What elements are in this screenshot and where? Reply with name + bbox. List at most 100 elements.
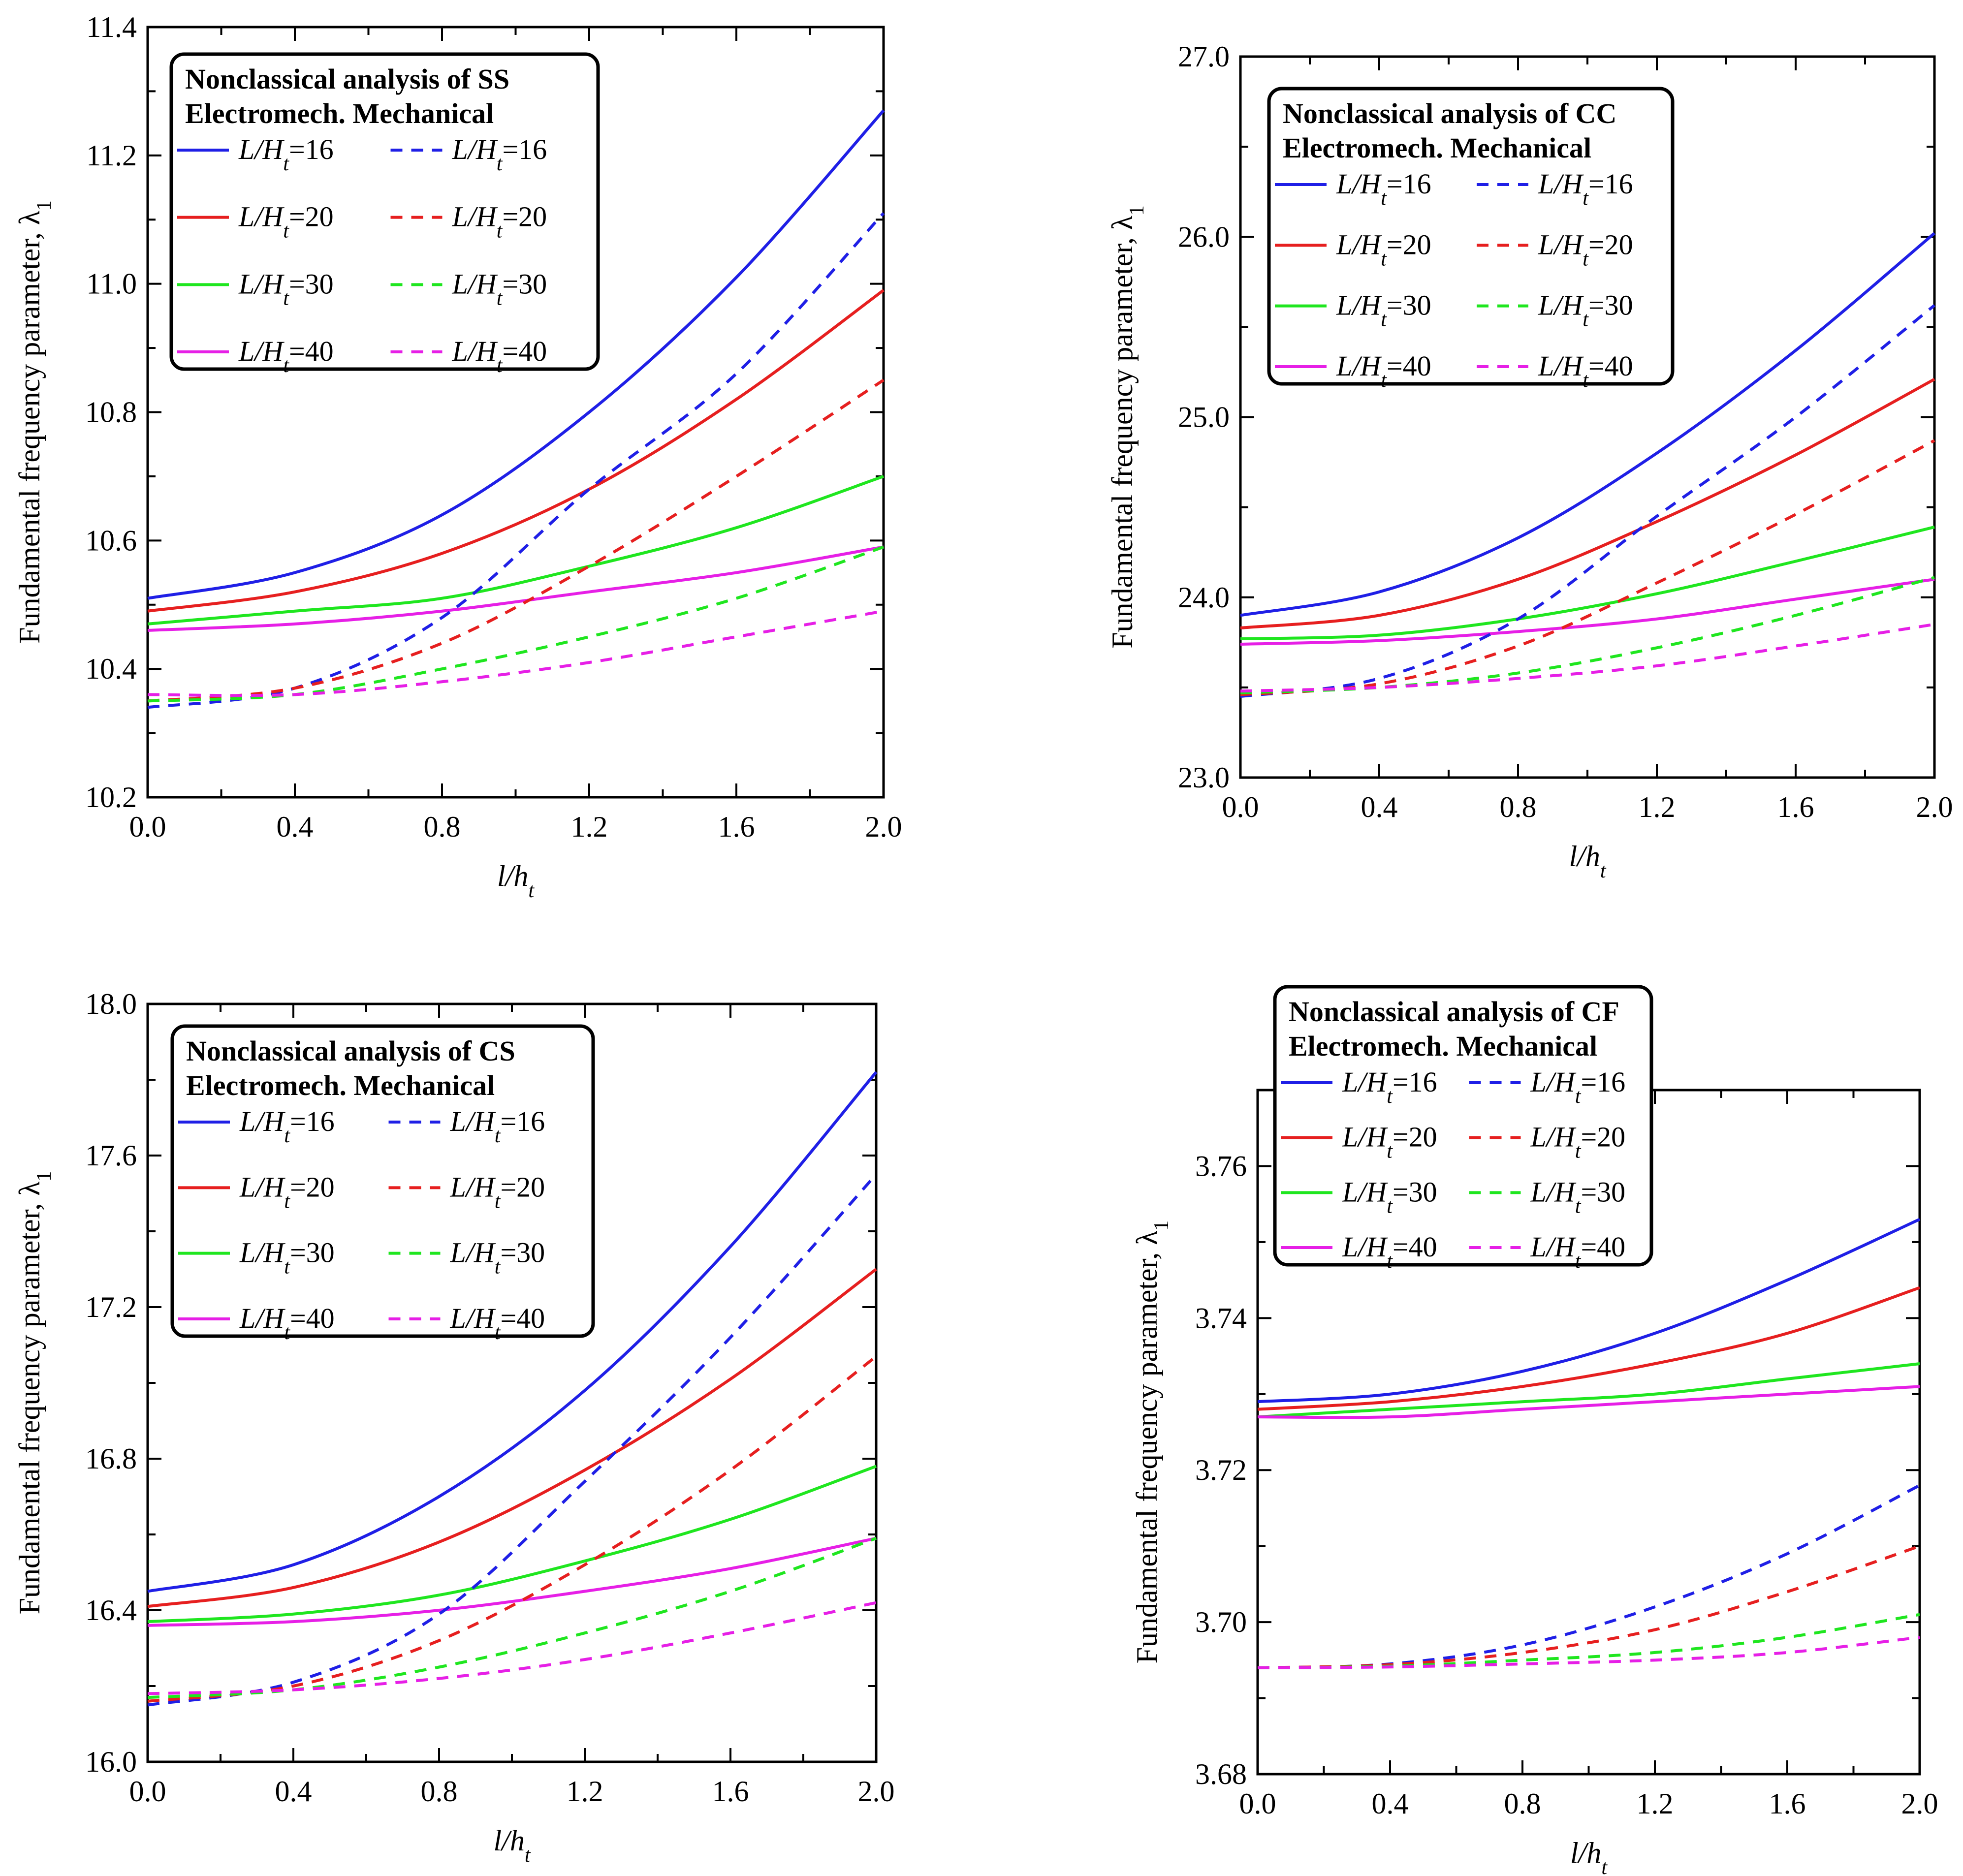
legend-label-solid-40: L/Ht=40 [1342,1231,1437,1273]
x-tick-label: 1.6 [712,1775,749,1808]
x-tick-label: 1.2 [1637,1787,1674,1820]
series-line-dashed-16 [1240,304,1935,698]
x-axis-title: l/ht [497,860,535,902]
x-axis-title: l/ht [1569,840,1606,882]
series-line-solid-40 [1240,578,1935,646]
x-tick-label: 0.8 [421,1775,458,1808]
legend-label-solid-30: L/Ht=30 [238,268,334,310]
y-tick-label: 10.8 [85,396,137,429]
series-line-solid-30 [147,475,884,625]
x-tick-label: 0.0 [1239,1787,1276,1820]
legend-label-dashed-30: L/Ht=30 [1538,289,1633,331]
y-tick-label: 10.2 [85,781,137,813]
y-axis-title: Fundamental frequency parameter, λ1 [13,200,56,644]
legend-frame [169,52,600,371]
legend-frame [1273,985,1653,1267]
legend-label-solid-16: L/Ht=16 [239,1105,335,1147]
x-tick-label: 2.0 [1901,1787,1938,1820]
legend-title: Nonclassical analysis of CF [1289,996,1619,1028]
series-line-dashed-40 [147,609,884,697]
series-line-solid-40 [147,1536,877,1627]
y-tick-label: 10.6 [85,524,137,557]
legend-label-solid-16: L/Ht=16 [1342,1066,1437,1108]
chart-panel-1: 0.0 0.4 0.8 1.2 1.6 2.0 10.2 10.4 10.6 10.8 11.0 11… [13,11,902,902]
legend-label-solid-16: L/Ht=16 [1336,168,1431,210]
x-tick-label: 0.0 [129,811,166,843]
series-line-solid-16 [1257,1218,1921,1404]
legend-title: Nonclassical analysis of SS [185,63,509,95]
y-tick-label: 16.4 [85,1594,137,1626]
legend-label-solid-30: L/Ht=30 [1336,289,1431,331]
series-line-dashed-20 [147,1355,877,1703]
series-line-dashed-30 [147,545,884,703]
legend-label-solid-20: L/Ht=20 [1336,228,1431,270]
legend-label-solid-30: L/Ht=30 [1342,1176,1437,1218]
legend-label-dashed-20: L/Ht=20 [452,201,547,243]
legend-label-dashed-40: L/Ht=40 [452,335,547,377]
legend-label-dashed-20: L/Ht=20 [450,1171,545,1213]
legend-label-solid-20: L/Ht=20 [238,201,334,243]
x-tick-label: 0.8 [1504,1787,1541,1820]
chart-panel-3: 0.0 0.4 0.8 1.2 1.6 2.0 16.0 16.4 16.8 17.2 17.6 18… [13,988,895,1867]
y-axis-title: Fundamental frequency parameter, λ1 [13,1171,56,1615]
series-line-solid-30 [147,1465,877,1624]
legend-label-dashed-16: L/Ht=16 [1538,168,1633,210]
y-tick-label: 23.0 [1178,761,1230,794]
x-tick-label: 2.0 [858,1775,895,1808]
legend-label-solid-30: L/Ht=30 [239,1237,335,1279]
y-tick-label: 17.6 [85,1139,137,1172]
legend-label-dashed-20: L/Ht=20 [1530,1121,1626,1163]
x-tick-label: 1.6 [718,811,755,843]
legend-title: Nonclassical analysis of CS [186,1035,515,1067]
x-tick-label: 0.4 [277,811,314,843]
series-line-dashed-20 [147,378,885,703]
y-tick-label: 24.0 [1178,581,1230,614]
series-line-solid-20 [1257,1286,1920,1411]
legend-frame [1267,87,1675,386]
x-tick-label: 0.4 [275,1775,312,1808]
legend-label-dashed-40: L/Ht=40 [450,1302,545,1344]
series-line-dashed-20 [1240,439,1935,696]
legend-column-headers: Electromech. Mechanical [186,1069,495,1101]
series-line-solid-20 [147,1268,877,1608]
legend-column-headers: Electromech. Mechanical [1289,1030,1597,1062]
legend-label-dashed-40: L/Ht=40 [1530,1231,1626,1273]
legend-label-dashed-16: L/Ht=16 [450,1105,545,1147]
legend-column-headers: Electromech. Mechanical [1283,132,1591,164]
legend-title: Nonclassical analysis of CC [1283,97,1616,129]
series-line-solid-16 [147,1071,878,1593]
x-tick-label: 0.8 [1500,791,1537,823]
y-tick-label: 16.0 [85,1746,137,1778]
series-line-dashed-16 [1257,1484,1921,1669]
chart-panel-4: 0.0 0.4 0.8 1.2 1.6 2.0 3.68 3.70 3.72 3.74 3.76 l/… [1131,985,1938,1876]
legend-frame [170,1024,595,1338]
legend-label-solid-16: L/Ht=16 [238,133,334,175]
legend-label-dashed-20: L/Ht=20 [1538,228,1633,270]
series-line-solid-30 [1240,525,1935,640]
x-tick-label: 0.0 [1222,791,1259,823]
series-line-solid-16 [1240,232,1935,617]
legend-label-solid-40: L/Ht=40 [238,335,334,377]
legend-label-dashed-16: L/Ht=16 [452,133,547,175]
y-tick-label: 3.76 [1195,1150,1247,1182]
y-tick-label: 26.0 [1178,220,1230,253]
x-axis-title: l/ht [1570,1837,1608,1876]
legend-label-dashed-30: L/Ht=30 [450,1237,545,1279]
y-tick-label: 16.8 [85,1442,137,1475]
legend: Nonclassical analysis of CCElectromech. … [1267,87,1675,392]
x-tick-label: 0.4 [1361,791,1398,823]
x-tick-label: 1.2 [567,1775,603,1808]
x-tick-label: 0.4 [1372,1787,1409,1820]
legend: Nonclassical analysis of CSElectromech. … [170,1024,595,1344]
x-tick-label: 0.8 [424,811,461,843]
series-line-dashed-30 [1240,576,1935,694]
legend-label-dashed-30: L/Ht=30 [1530,1176,1626,1218]
y-tick-label: 3.68 [1195,1758,1247,1790]
series-line-dashed-40 [147,1601,877,1695]
x-axis-title: l/ht [493,1824,531,1867]
legend-label-dashed-40: L/Ht=40 [1538,350,1633,392]
legend: Nonclassical analysis of CFElectromech. … [1273,985,1653,1273]
legend-label-solid-20: L/Ht=20 [239,1171,335,1213]
x-tick-label: 1.2 [1639,791,1676,823]
